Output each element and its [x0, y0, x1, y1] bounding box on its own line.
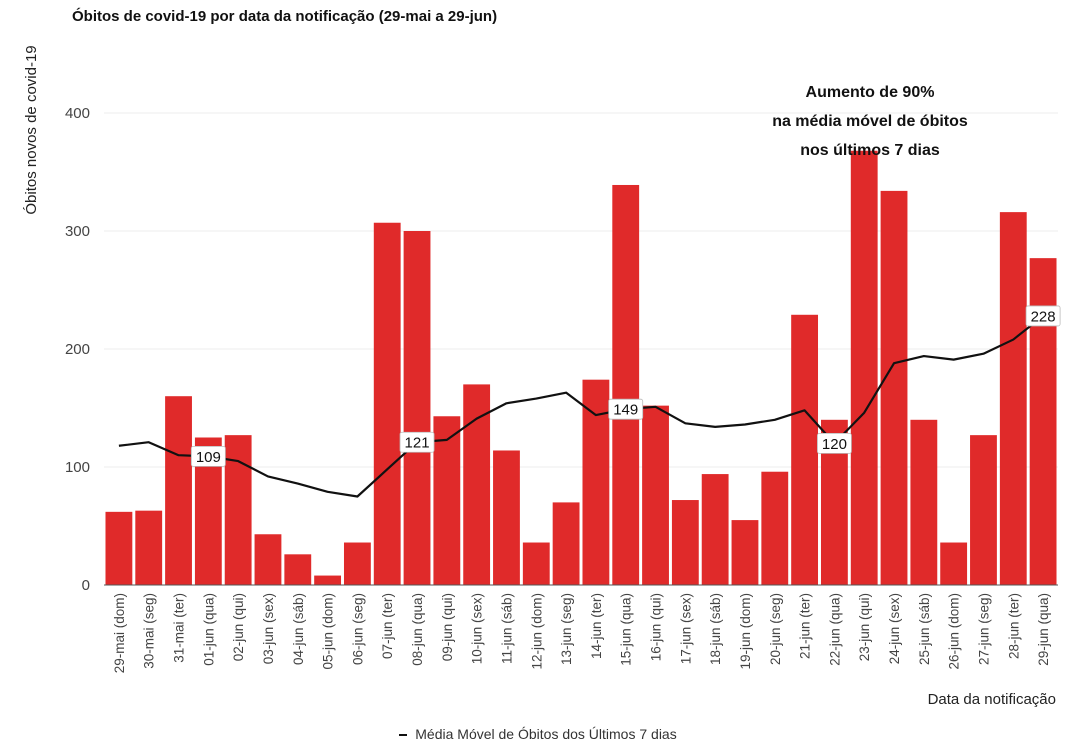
bar [373, 222, 401, 586]
annotation-line: na média móvel de óbitos [772, 113, 968, 130]
bar [522, 542, 550, 585]
x-tick-label: 24-jun (sex) [887, 593, 902, 664]
legend-line-swatch [399, 734, 408, 737]
bar [343, 542, 371, 585]
x-tick-label: 23-jun (qui) [857, 593, 872, 661]
x-tick-label: 27-jun (seg) [976, 593, 991, 665]
x-tick-label: 15-jun (qua) [619, 593, 634, 666]
x-tick-label: 02-jun (qui) [231, 593, 246, 661]
legend: Média Móvel de Óbitos dos Últimos 7 dias [0, 726, 1076, 742]
bar [552, 502, 580, 585]
data-label: 109 [196, 449, 221, 466]
data-label: 120 [822, 436, 847, 453]
x-tick-label: 01-jun (qua) [201, 593, 216, 666]
bar [612, 184, 640, 586]
annotation: Aumento de 90% na média móvel de óbitos … [730, 78, 1010, 165]
data-label: 228 [1031, 308, 1056, 325]
bar [791, 314, 819, 585]
bar [999, 212, 1027, 585]
x-tick-label: 08-jun (qua) [410, 593, 425, 666]
bar [761, 471, 789, 585]
x-tick-label: 22-jun (qua) [827, 593, 842, 666]
data-label: 121 [405, 435, 430, 452]
bar [642, 405, 669, 585]
legend-label: Média Móvel de Óbitos dos Últimos 7 dias [415, 726, 677, 742]
y-tick-label: 100 [65, 459, 90, 476]
bar [105, 511, 133, 585]
x-tick-label: 12-jun (dom) [529, 593, 544, 670]
x-tick-label: 17-jun (sex) [678, 593, 693, 664]
bar [940, 542, 968, 585]
x-tick-label: 29-mai (dom) [112, 593, 127, 673]
bar [165, 396, 192, 585]
bar [701, 474, 729, 585]
x-tick-label: 28-jun (ter) [1006, 593, 1021, 659]
bar [731, 520, 759, 585]
x-tick-label: 18-jun (sáb) [708, 593, 723, 665]
bar [880, 190, 908, 585]
data-label-box [399, 431, 435, 453]
data-label-box [1025, 305, 1061, 327]
x-tick-label: 06-jun (seg) [350, 593, 365, 665]
data-label-box [190, 445, 226, 467]
bar [433, 416, 461, 585]
y-tick-label: 0 [82, 577, 90, 594]
x-tick-label: 21-jun (ter) [798, 593, 813, 659]
bar [135, 510, 163, 585]
data-label-box [608, 398, 644, 420]
x-tick-label: 20-jun (seg) [768, 593, 783, 665]
chart-title: Óbitos de covid-19 por data da notificaç… [72, 8, 498, 25]
annotation-line: Aumento de 90% [805, 84, 935, 101]
y-tick-label: 300 [65, 223, 90, 240]
bar [582, 379, 610, 585]
bar [910, 419, 938, 585]
x-tick-label: 13-jun (seg) [559, 593, 574, 665]
x-tick-label: 03-jun (sex) [261, 593, 276, 664]
x-tick-label: 10-jun (sex) [470, 593, 485, 664]
x-tick-label: 19-jun (dom) [738, 593, 753, 670]
data-label-box [817, 432, 852, 454]
bar [314, 575, 342, 585]
x-tick-label: 05-jun (dom) [321, 593, 336, 670]
x-tick-label: 09-jun (qui) [440, 593, 455, 661]
y-axis-label: Óbitos novos de covid-19 [23, 45, 40, 214]
x-tick-label: 16-jun (qui) [649, 593, 664, 661]
bar [284, 554, 312, 585]
x-tick-label: 30-mai (seg) [142, 593, 157, 669]
bar [254, 534, 282, 585]
x-tick-label: 29-jun (qua) [1036, 593, 1051, 666]
bar [850, 150, 878, 585]
moving-average-line [118, 315, 1044, 498]
y-tick-label: 400 [65, 105, 90, 122]
bar [224, 435, 252, 585]
bar [493, 450, 520, 585]
annotation-line: nos últimos 7 dias [800, 142, 940, 159]
bar [403, 231, 431, 585]
x-tick-label: 07-jun (ter) [380, 593, 395, 659]
x-tick-label: 26-jun (dom) [947, 593, 962, 670]
x-tick-label: 25-jun (sáb) [917, 593, 932, 665]
x-axis-label: Data da notificação [927, 691, 1056, 708]
x-tick-label: 14-jun (ter) [589, 593, 604, 659]
bar [671, 500, 699, 585]
y-tick-label: 200 [65, 341, 90, 358]
bar [970, 435, 997, 585]
x-tick-label: 11-jun (sáb) [499, 593, 514, 664]
data-label: 149 [613, 402, 638, 419]
x-tick-label: 31-mai (ter) [172, 593, 187, 663]
x-tick-label: 04-jun (sáb) [291, 593, 306, 665]
